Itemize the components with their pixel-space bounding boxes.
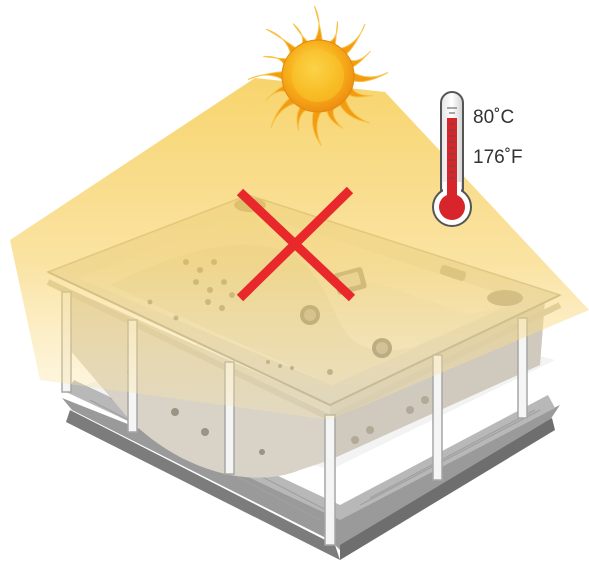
sun-icon bbox=[247, 5, 389, 147]
sun-ray bbox=[265, 84, 290, 102]
thermometer-icon bbox=[432, 91, 472, 227]
temperature-celsius-label: 80˚C bbox=[473, 107, 514, 128]
sun-ray bbox=[296, 104, 311, 131]
prohibited-cross-icon bbox=[236, 186, 356, 302]
sun-ray bbox=[265, 28, 299, 57]
sun-ray bbox=[270, 96, 299, 129]
temperature-fahrenheit-label: 176˚F bbox=[473, 147, 523, 168]
sun-ray bbox=[338, 95, 371, 124]
sun-ray bbox=[337, 23, 366, 56]
sun-ray bbox=[326, 104, 344, 129]
sun-ray bbox=[311, 109, 324, 147]
sun-ray bbox=[247, 71, 285, 82]
sun-ray bbox=[263, 55, 290, 69]
sun-ray bbox=[292, 23, 311, 48]
sun-ray bbox=[312, 5, 323, 43]
sun-ray bbox=[351, 70, 389, 83]
sun-ray bbox=[346, 83, 373, 98]
